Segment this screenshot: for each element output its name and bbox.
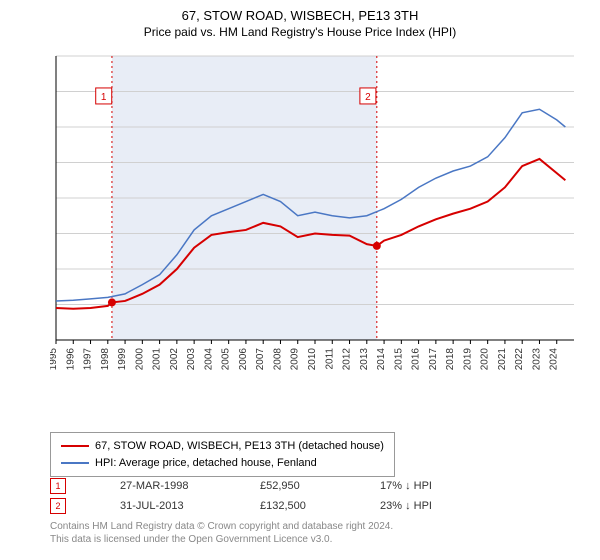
footer: Contains HM Land Registry data © Crown c…	[50, 520, 393, 546]
svg-text:2023: 2023	[531, 348, 542, 371]
svg-text:2014: 2014	[376, 348, 387, 371]
svg-text:2006: 2006	[238, 348, 249, 371]
svg-text:2002: 2002	[169, 348, 180, 371]
title-line2: Price paid vs. HM Land Registry's House …	[0, 25, 600, 39]
sale-marker-table: 1 27-MAR-1998 £52,950 17% ↓ HPI 2 31-JUL…	[50, 478, 460, 518]
marker-index-box: 2	[50, 498, 66, 514]
marker-pct: 17% ↓ HPI	[380, 480, 460, 492]
legend-item: 67, STOW ROAD, WISBECH, PE13 3TH (detach…	[61, 438, 384, 455]
chart-container: 67, STOW ROAD, WISBECH, PE13 3TH Price p…	[0, 0, 600, 560]
legend-swatch	[61, 445, 89, 447]
svg-text:1996: 1996	[65, 348, 76, 371]
legend-label: 67, STOW ROAD, WISBECH, PE13 3TH (detach…	[95, 438, 384, 455]
table-row: 2 31-JUL-2013 £132,500 23% ↓ HPI	[50, 498, 460, 514]
svg-text:2016: 2016	[411, 348, 422, 371]
svg-text:2017: 2017	[428, 348, 439, 371]
svg-text:2020: 2020	[480, 348, 491, 371]
svg-text:2005: 2005	[221, 348, 232, 371]
svg-text:2001: 2001	[152, 348, 163, 371]
marker-index-box: 1	[50, 478, 66, 494]
svg-text:2019: 2019	[462, 348, 473, 371]
svg-text:1995: 1995	[50, 348, 59, 371]
svg-text:2008: 2008	[272, 348, 283, 371]
svg-text:2021: 2021	[497, 348, 508, 371]
svg-text:1998: 1998	[100, 348, 111, 371]
legend-swatch	[61, 462, 89, 464]
title-block: 67, STOW ROAD, WISBECH, PE13 3TH Price p…	[0, 0, 600, 39]
svg-text:2009: 2009	[290, 348, 301, 371]
line-chart: £0£50K£100K£150K£200K£250K£300K£350K£400…	[50, 50, 580, 390]
svg-text:2022: 2022	[514, 348, 525, 371]
marker-price: £132,500	[260, 500, 340, 512]
svg-text:2007: 2007	[255, 348, 266, 371]
svg-text:1: 1	[101, 92, 107, 103]
table-row: 1 27-MAR-1998 £52,950 17% ↓ HPI	[50, 478, 460, 494]
svg-text:2011: 2011	[324, 348, 335, 370]
legend-label: HPI: Average price, detached house, Fenl…	[95, 455, 317, 472]
legend-item: HPI: Average price, detached house, Fenl…	[61, 455, 384, 472]
svg-text:1999: 1999	[117, 348, 128, 371]
footer-line2: This data is licensed under the Open Gov…	[50, 533, 393, 546]
svg-text:2015: 2015	[393, 348, 404, 371]
svg-text:2024: 2024	[549, 348, 560, 371]
svg-text:2013: 2013	[359, 348, 370, 371]
svg-text:2: 2	[365, 92, 371, 103]
svg-text:1997: 1997	[83, 348, 94, 371]
footer-line1: Contains HM Land Registry data © Crown c…	[50, 520, 393, 533]
svg-text:2003: 2003	[186, 348, 197, 371]
svg-text:2000: 2000	[134, 348, 145, 371]
marker-date: 31-JUL-2013	[120, 500, 220, 512]
svg-text:2018: 2018	[445, 348, 456, 371]
svg-text:2004: 2004	[203, 348, 214, 371]
legend: 67, STOW ROAD, WISBECH, PE13 3TH (detach…	[50, 432, 395, 477]
marker-pct: 23% ↓ HPI	[380, 500, 460, 512]
title-line1: 67, STOW ROAD, WISBECH, PE13 3TH	[0, 8, 600, 23]
svg-text:2010: 2010	[307, 348, 318, 371]
marker-price: £52,950	[260, 480, 340, 492]
marker-date: 27-MAR-1998	[120, 480, 220, 492]
svg-text:2012: 2012	[342, 348, 353, 371]
